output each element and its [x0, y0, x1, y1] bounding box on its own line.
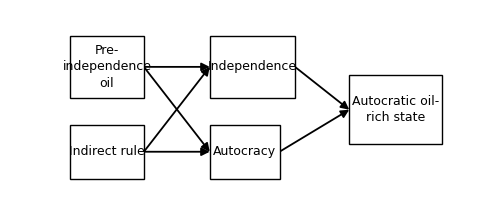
Bar	[210, 36, 295, 98]
Text: Independence: Independence	[208, 60, 297, 73]
Bar	[70, 125, 144, 179]
Bar	[210, 125, 280, 179]
Bar	[70, 36, 144, 98]
Bar	[349, 75, 442, 144]
Text: Indirect rule: Indirect rule	[69, 145, 145, 158]
Text: Autocratic oil-
rich state: Autocratic oil- rich state	[352, 95, 440, 125]
Text: Autocracy: Autocracy	[213, 145, 276, 158]
Text: Pre-
independence
oil: Pre- independence oil	[62, 44, 152, 90]
